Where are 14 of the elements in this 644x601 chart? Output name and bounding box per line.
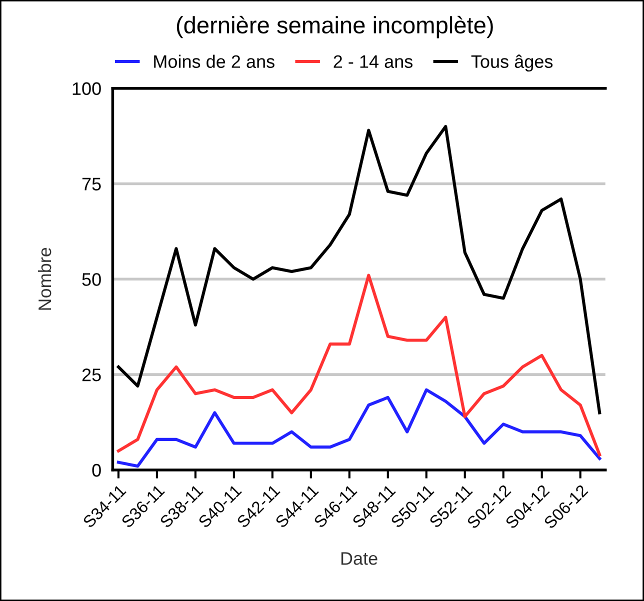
legend-label: Moins de 2 ans — [154, 54, 274, 68]
legend-label: 2 - 14 ans — [334, 55, 413, 68]
line-series — [116, 274, 602, 456]
line-series — [116, 388, 602, 468]
y-tick-label: 75 — [82, 178, 101, 190]
legend-label: Tous âges — [471, 54, 553, 72]
chart-title: (dernière semaine incomplète) — [176, 16, 493, 38]
x-axis-title: Date — [341, 552, 378, 565]
y-tick-label: 0 — [92, 464, 101, 477]
y-tick-label: 100 — [72, 82, 101, 96]
y-tick-label: 50 — [82, 273, 101, 286]
y-axis-title: Nombre — [38, 248, 52, 310]
line-series — [116, 124, 602, 414]
y-tick-label: 25 — [82, 368, 101, 382]
